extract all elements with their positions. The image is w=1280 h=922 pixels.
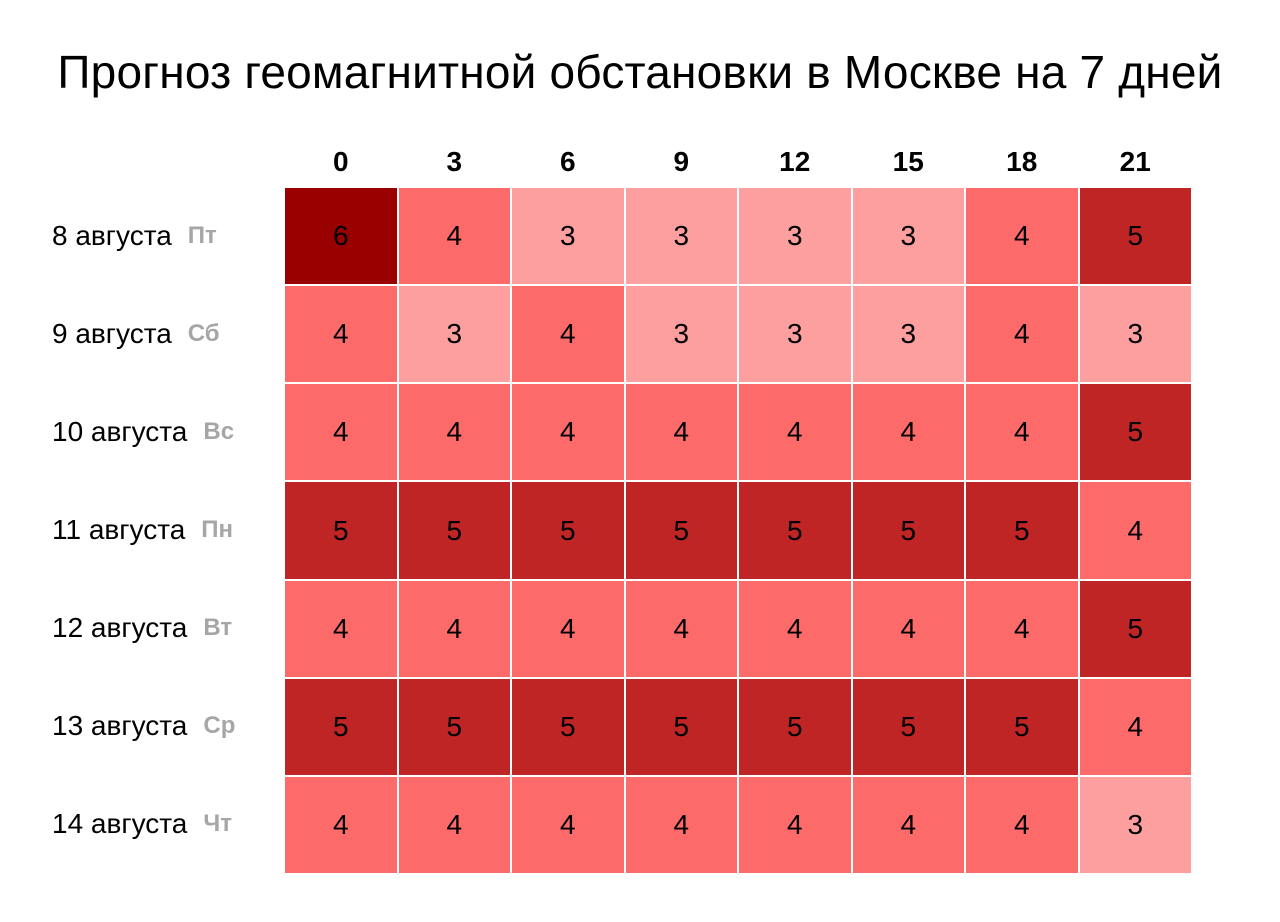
heatmap-cell: 5 <box>1078 187 1192 286</box>
row-label: 14 августа Чт <box>52 776 232 873</box>
heatmap-cell: 4 <box>284 775 398 875</box>
heatmap-cell: 4 <box>965 187 1079 286</box>
row-label: 12 августа Вт <box>52 580 232 677</box>
heatmap-cell: 4 <box>397 187 511 286</box>
heatmap-cell: 4 <box>511 285 625 384</box>
row-date: 11 августа <box>52 513 186 545</box>
heatmap-cell: 4 <box>397 775 511 875</box>
heatmap-cell: 5 <box>738 481 852 580</box>
row-date: 14 августа <box>52 808 188 840</box>
heatmap-cell: 4 <box>965 579 1079 678</box>
heatmap-cell: 3 <box>738 187 852 286</box>
heatmap-cell: 5 <box>511 481 625 580</box>
heatmap-cell: 5 <box>738 677 852 776</box>
heatmap-cell: 5 <box>1078 383 1192 482</box>
heatmap-cell: 5 <box>397 677 511 776</box>
heatmap-cell: 3 <box>624 187 738 286</box>
heatmap-cell: 4 <box>738 775 852 875</box>
heatmap-cell: 4 <box>284 383 398 482</box>
heatmap-cell: 4 <box>397 383 511 482</box>
row-weekday: Ср <box>203 712 236 740</box>
heatmap-cell: 5 <box>965 677 1079 776</box>
heatmap-cell: 4 <box>511 775 625 875</box>
heatmap-cell: 3 <box>738 285 852 384</box>
row-label: 8 августа Пт <box>52 187 217 284</box>
row-label: 9 августа Сб <box>52 285 220 382</box>
heatmap-cell: 4 <box>1078 481 1192 580</box>
heatmap-cell: 3 <box>511 187 625 286</box>
row-weekday: Вс <box>203 417 235 445</box>
heatmap-cell: 5 <box>624 677 738 776</box>
heatmap-cell: 4 <box>965 383 1079 482</box>
heatmap-cell: 4 <box>397 579 511 678</box>
heatmap-cell: 3 <box>397 285 511 384</box>
row-label: 10 августа Вс <box>52 383 234 480</box>
column-header: 9 <box>673 146 690 177</box>
row-label: 11 августа Пн <box>52 481 233 578</box>
row-weekday: Вт <box>203 614 233 642</box>
heatmap-cell: 4 <box>965 285 1079 384</box>
heatmap-cell: 5 <box>965 481 1079 580</box>
heatmap-cell: 5 <box>1078 579 1192 678</box>
heatmap-cell: 5 <box>511 677 625 776</box>
heatmap-cell: 5 <box>284 677 398 776</box>
heatmap-cell: 3 <box>624 285 738 384</box>
heatmap-cell: 3 <box>1078 775 1192 875</box>
heatmap-cell: 5 <box>624 481 738 580</box>
heatmap-cell: 4 <box>851 775 965 875</box>
row-weekday: Чт <box>203 810 232 838</box>
row-date: 12 августа <box>52 612 188 644</box>
column-header: 6 <box>559 146 576 177</box>
heatmap-cell: 3 <box>1078 285 1192 384</box>
heatmap-cell: 5 <box>284 481 398 580</box>
heatmap-cell: 4 <box>738 579 852 678</box>
column-header: 12 <box>779 146 811 177</box>
heatmap-cell: 4 <box>284 285 398 384</box>
column-header: 0 <box>332 146 349 177</box>
row-date: 9 августа <box>52 317 172 349</box>
heatmap-cell: 4 <box>511 579 625 678</box>
column-header: 21 <box>1119 146 1151 177</box>
heatmap-cell: 4 <box>738 383 852 482</box>
heatmap-cell: 5 <box>851 677 965 776</box>
heatmap-cell: 5 <box>851 481 965 580</box>
column-header: 3 <box>446 146 463 177</box>
heatmap-cell: 6 <box>284 187 398 286</box>
row-weekday: Сб <box>187 319 220 347</box>
heatmap-cell: 4 <box>851 579 965 678</box>
heatmap-cell: 4 <box>1078 677 1192 776</box>
row-date: 13 августа <box>52 710 188 742</box>
row-label: 13 августа Ср <box>52 678 235 775</box>
heatmap-cell: 4 <box>965 775 1079 875</box>
heatmap-cell: 4 <box>284 579 398 678</box>
row-date: 8 августа <box>52 219 172 251</box>
heatmap-cell: 3 <box>851 285 965 384</box>
chart-title: Прогноз геомагнитной обстановки в Москве… <box>57 46 1223 98</box>
heatmap-cell: 4 <box>624 383 738 482</box>
heatmap-cell: 4 <box>851 383 965 482</box>
heatmap-cell: 4 <box>624 775 738 875</box>
heatmap-cell: 5 <box>397 481 511 580</box>
row-weekday: Пн <box>201 515 234 543</box>
column-header: 15 <box>892 146 924 177</box>
row-date: 10 августа <box>52 415 188 447</box>
heatmap-cell: 3 <box>851 187 965 286</box>
column-header: 18 <box>1006 146 1038 177</box>
heatmap-cell: 4 <box>624 579 738 678</box>
heatmap-cell: 4 <box>511 383 625 482</box>
row-weekday: Пт <box>187 221 217 249</box>
